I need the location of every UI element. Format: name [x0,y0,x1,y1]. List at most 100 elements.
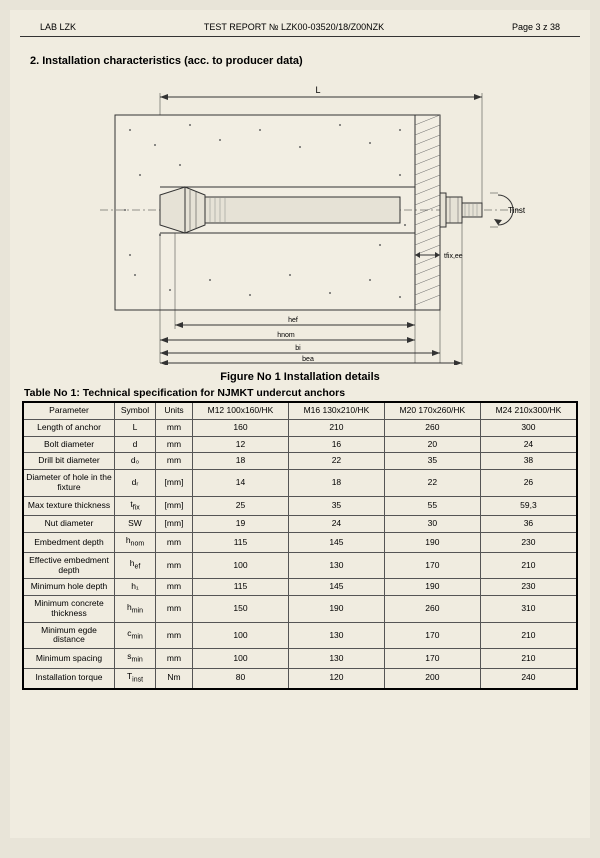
cell-value: 24 [480,436,577,453]
cell-value: 20 [384,436,480,453]
diagram-svg: Tinst L tfix,ee hef hnom [60,75,540,365]
lab-code: LAB LZK [40,22,76,32]
cell-value: 115 [193,533,289,553]
cell-unit: [mm] [156,516,193,533]
cell-symbol: cmin [115,622,156,649]
cell-unit: mm [156,436,193,453]
cell-value: 145 [288,579,384,596]
table-row: Drill bit diameterd₀mm18223538 [23,453,577,470]
cell-value: 210 [480,649,577,669]
bi-label: bi [295,345,301,352]
bea-label: bea [302,356,314,363]
cell-value: 35 [288,496,384,516]
table-row: Minimum egde distancecminmm100130170210 [23,622,577,649]
table-header-row: Parameter Symbol Units M12 100x160/HK M1… [23,402,577,419]
table-row: Length of anchorLmm160210260300 [23,419,577,436]
cell-value: 16 [288,436,384,453]
page-header: LAB LZK TEST REPORT № LZK00-03520/18/Z00… [20,10,580,37]
table-row: Minimum concrete thicknesshminmm15019026… [23,596,577,623]
hnom-label: hnom [277,332,295,339]
cell-value: 14 [193,470,289,497]
cell-value: 230 [480,533,577,553]
cell-symbol: d₀ [115,453,156,470]
cell-value: 36 [480,516,577,533]
table-row: Embedment depthhnommm115145190230 [23,533,577,553]
cell-unit: mm [156,552,193,579]
cell-unit: [mm] [156,470,193,497]
cell-value: 35 [384,453,480,470]
cell-value: 100 [193,552,289,579]
cell-value: 240 [480,668,577,688]
cell-value: 25 [193,496,289,516]
col-parameter: Parameter [23,402,115,419]
cell-param: Embedment depth [23,533,115,553]
cell-value: 115 [193,579,289,596]
col-units: Units [156,402,193,419]
cell-symbol: hnom [115,533,156,553]
table-row: Max texture thicknesstfix[mm]25355559,3 [23,496,577,516]
cell-symbol: h₁ [115,579,156,596]
cell-value: 22 [384,470,480,497]
cell-value: 210 [288,419,384,436]
cell-value: 170 [384,649,480,669]
report-title: TEST REPORT № LZK00-03520/18/Z00NZK [204,22,384,32]
cell-value: 30 [384,516,480,533]
table-row: Bolt diameterdmm12162024 [23,436,577,453]
spec-table: Parameter Symbol Units M12 100x160/HK M1… [22,401,578,690]
cell-value: 260 [384,596,480,623]
cell-symbol: tfix [115,496,156,516]
cell-value: 120 [288,668,384,688]
table-row: Minimum hole depthh₁mm115145190230 [23,579,577,596]
cell-unit: mm [156,649,193,669]
cell-param: Minimum spacing [23,649,115,669]
cell-value: 100 [193,649,289,669]
cell-value: 145 [288,533,384,553]
cell-value: 210 [480,552,577,579]
cell-value: 38 [480,453,577,470]
cell-value: 310 [480,596,577,623]
cell-symbol: hmin [115,596,156,623]
figure-caption: Figure No 1 Installation details [10,371,590,383]
cell-value: 18 [193,453,289,470]
cell-unit: mm [156,419,193,436]
cell-param: Installation torque [23,668,115,688]
hef-label: hef [288,317,298,324]
cell-unit: mm [156,579,193,596]
table-row: Installation torqueTinstNm80120200240 [23,668,577,688]
cell-value: 190 [384,579,480,596]
cell-value: 170 [384,552,480,579]
col-m20: M20 170x260/HK [384,402,480,419]
cell-symbol: dᵣ [115,470,156,497]
cell-value: 100 [193,622,289,649]
cell-value: 18 [288,470,384,497]
cell-symbol: smin [115,649,156,669]
cell-unit: Nm [156,668,193,688]
cell-unit: mm [156,596,193,623]
cell-value: 300 [480,419,577,436]
cell-param: Bolt diameter [23,436,115,453]
l-label: L [315,85,320,95]
cell-value: 190 [288,596,384,623]
col-m12: M12 100x160/HK [193,402,289,419]
cell-value: 80 [193,668,289,688]
table-row: Effective embedment depthhefmm1001301702… [23,552,577,579]
cell-value: 24 [288,516,384,533]
cell-value: 26 [480,470,577,497]
cell-param: Length of anchor [23,419,115,436]
cell-param: Diameter of hole in the fixture [23,470,115,497]
cell-value: 19 [193,516,289,533]
cell-symbol: SW [115,516,156,533]
tinst-label: Tinst [508,206,526,215]
col-m16: M16 130x210/HK [288,402,384,419]
page-number: Page 3 z 38 [512,22,560,32]
table-row: Diameter of hole in the fixturedᵣ[mm]141… [23,470,577,497]
cell-symbol: d [115,436,156,453]
cell-symbol: L [115,419,156,436]
cell-value: 130 [288,649,384,669]
installation-diagram: Tinst L tfix,ee hef hnom [60,75,540,365]
cell-param: Minimum concrete thickness [23,596,115,623]
cell-value: 190 [384,533,480,553]
cell-unit: mm [156,622,193,649]
cell-value: 230 [480,579,577,596]
cell-value: 150 [193,596,289,623]
